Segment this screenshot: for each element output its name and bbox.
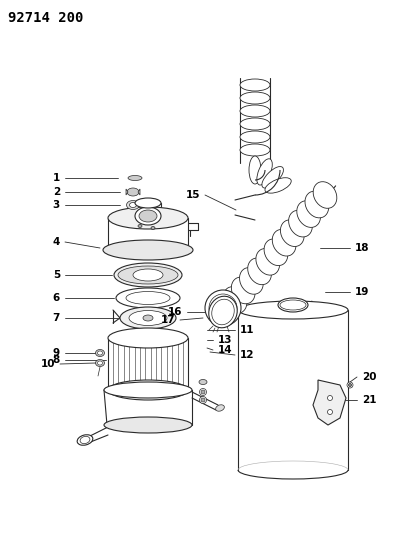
Ellipse shape (215, 405, 224, 411)
Text: 2: 2 (53, 187, 60, 197)
Ellipse shape (240, 105, 270, 117)
Text: 1: 1 (53, 173, 60, 183)
Ellipse shape (151, 227, 155, 230)
Ellipse shape (201, 390, 205, 394)
Ellipse shape (348, 384, 352, 386)
Ellipse shape (328, 395, 333, 400)
Ellipse shape (278, 298, 308, 312)
Ellipse shape (256, 248, 279, 275)
Ellipse shape (248, 258, 271, 285)
Ellipse shape (240, 144, 270, 156)
Ellipse shape (128, 175, 142, 181)
Ellipse shape (116, 288, 180, 308)
Polygon shape (313, 380, 346, 425)
Ellipse shape (98, 351, 102, 355)
Text: 4: 4 (53, 237, 60, 247)
Ellipse shape (347, 382, 353, 388)
Ellipse shape (257, 159, 272, 185)
Ellipse shape (199, 379, 207, 384)
Ellipse shape (212, 299, 234, 325)
Ellipse shape (249, 156, 261, 184)
Ellipse shape (127, 188, 139, 196)
Ellipse shape (209, 294, 237, 322)
Ellipse shape (139, 210, 157, 222)
Ellipse shape (126, 200, 139, 209)
Text: 21: 21 (362, 395, 377, 405)
Polygon shape (126, 189, 128, 195)
Ellipse shape (98, 361, 102, 365)
Text: 11: 11 (240, 325, 254, 335)
Text: 17: 17 (160, 315, 175, 325)
Ellipse shape (104, 417, 192, 433)
Ellipse shape (240, 131, 270, 143)
Text: 7: 7 (53, 313, 60, 323)
Ellipse shape (209, 296, 237, 328)
Ellipse shape (103, 240, 193, 260)
Text: 13: 13 (218, 335, 232, 345)
Ellipse shape (104, 382, 192, 398)
Ellipse shape (96, 359, 104, 367)
Ellipse shape (205, 290, 241, 326)
Text: 3: 3 (53, 200, 60, 210)
Ellipse shape (133, 269, 163, 281)
Ellipse shape (313, 182, 337, 208)
Text: 8: 8 (53, 355, 60, 365)
Ellipse shape (240, 79, 270, 91)
Text: 6: 6 (53, 293, 60, 303)
Ellipse shape (272, 229, 296, 256)
Text: 18: 18 (355, 243, 369, 253)
Ellipse shape (240, 92, 270, 104)
Ellipse shape (280, 300, 306, 310)
Ellipse shape (201, 398, 205, 402)
Text: 19: 19 (355, 287, 369, 297)
Text: 12: 12 (240, 350, 254, 360)
Text: 5: 5 (53, 270, 60, 280)
Polygon shape (138, 189, 140, 195)
Ellipse shape (280, 220, 304, 246)
Ellipse shape (265, 177, 291, 193)
Ellipse shape (213, 298, 233, 318)
Text: 92714 200: 92714 200 (8, 11, 83, 25)
Ellipse shape (223, 287, 247, 313)
Ellipse shape (96, 350, 104, 357)
Ellipse shape (114, 263, 182, 287)
Ellipse shape (238, 301, 348, 319)
Ellipse shape (118, 266, 178, 284)
Ellipse shape (120, 307, 176, 329)
Ellipse shape (200, 389, 207, 395)
Ellipse shape (138, 224, 142, 228)
Ellipse shape (200, 397, 207, 403)
Ellipse shape (231, 277, 255, 304)
Ellipse shape (135, 207, 161, 225)
Text: 15: 15 (185, 190, 200, 200)
Ellipse shape (262, 166, 284, 188)
Ellipse shape (108, 207, 188, 229)
Ellipse shape (297, 201, 320, 228)
Ellipse shape (135, 198, 161, 208)
Ellipse shape (143, 315, 153, 321)
Ellipse shape (108, 328, 188, 348)
Ellipse shape (289, 211, 312, 237)
Text: 20: 20 (362, 372, 377, 382)
Ellipse shape (108, 380, 188, 400)
Text: 14: 14 (218, 345, 232, 355)
Ellipse shape (305, 191, 328, 218)
Ellipse shape (264, 239, 288, 265)
Ellipse shape (130, 203, 136, 207)
Text: 10: 10 (40, 359, 55, 369)
Ellipse shape (80, 437, 90, 443)
Ellipse shape (240, 118, 270, 130)
Ellipse shape (239, 268, 263, 294)
Ellipse shape (129, 311, 167, 326)
Text: 9: 9 (53, 348, 60, 358)
Text: 16: 16 (168, 307, 182, 317)
Ellipse shape (328, 409, 333, 415)
Ellipse shape (77, 435, 93, 445)
Ellipse shape (126, 292, 170, 304)
